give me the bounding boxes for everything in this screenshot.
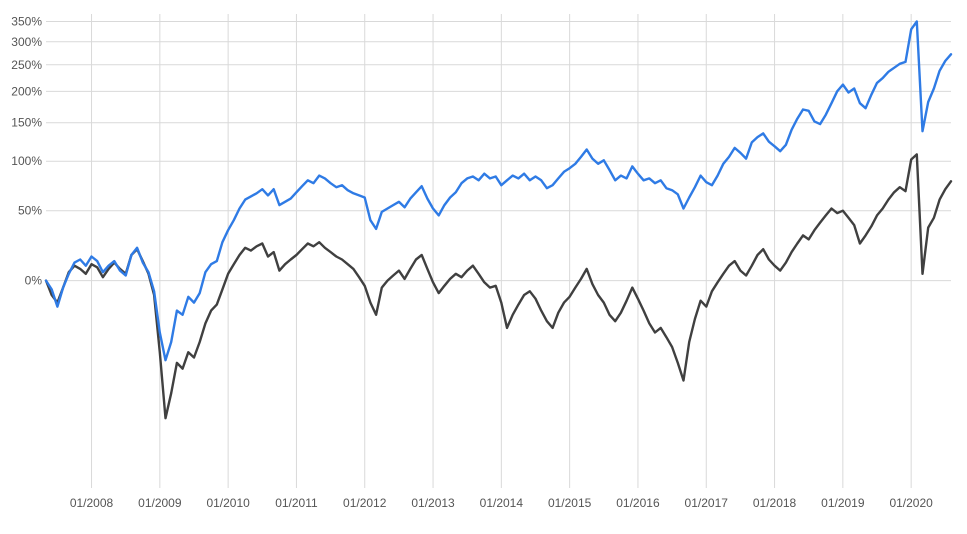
x-tick-label: 01/2017	[685, 496, 729, 510]
x-axis-ticks: 01/2008 01/2009 01/2010 01/2011 01/2012 01/20…	[70, 496, 933, 510]
y-tick-label: 250%	[11, 58, 42, 72]
x-tick-label: 01/2020	[889, 496, 933, 510]
grid	[46, 14, 951, 488]
x-tick-label: 01/2013	[411, 496, 455, 510]
series-lines	[44, 20, 953, 420]
y-tick-label: 100%	[11, 154, 42, 168]
y-axis-ticks: 0% 50% 100% 150% 200% 250% 300% 350%	[11, 14, 42, 287]
x-tick-label: 01/2015	[548, 496, 592, 510]
series-line-blue	[44, 20, 953, 362]
y-tick-label: 50%	[18, 204, 42, 218]
y-tick-label: 300%	[11, 35, 42, 49]
x-tick-label: 01/2014	[480, 496, 524, 510]
y-tick-label: 0%	[25, 274, 43, 288]
x-tick-label: 01/2012	[343, 496, 387, 510]
x-tick-label: 01/2010	[206, 496, 250, 510]
x-tick-label: 01/2011	[275, 496, 318, 510]
x-tick-label: 01/2008	[70, 496, 114, 510]
x-tick-label: 01/2019	[821, 496, 865, 510]
x-tick-label: 01/2016	[616, 496, 660, 510]
y-tick-label: 150%	[11, 116, 42, 130]
series-line-dark	[44, 153, 953, 420]
y-tick-label: 200%	[11, 84, 42, 98]
x-tick-label: 01/2018	[753, 496, 797, 510]
x-tick-label: 01/2009	[138, 496, 182, 510]
y-tick-label: 350%	[11, 14, 42, 28]
